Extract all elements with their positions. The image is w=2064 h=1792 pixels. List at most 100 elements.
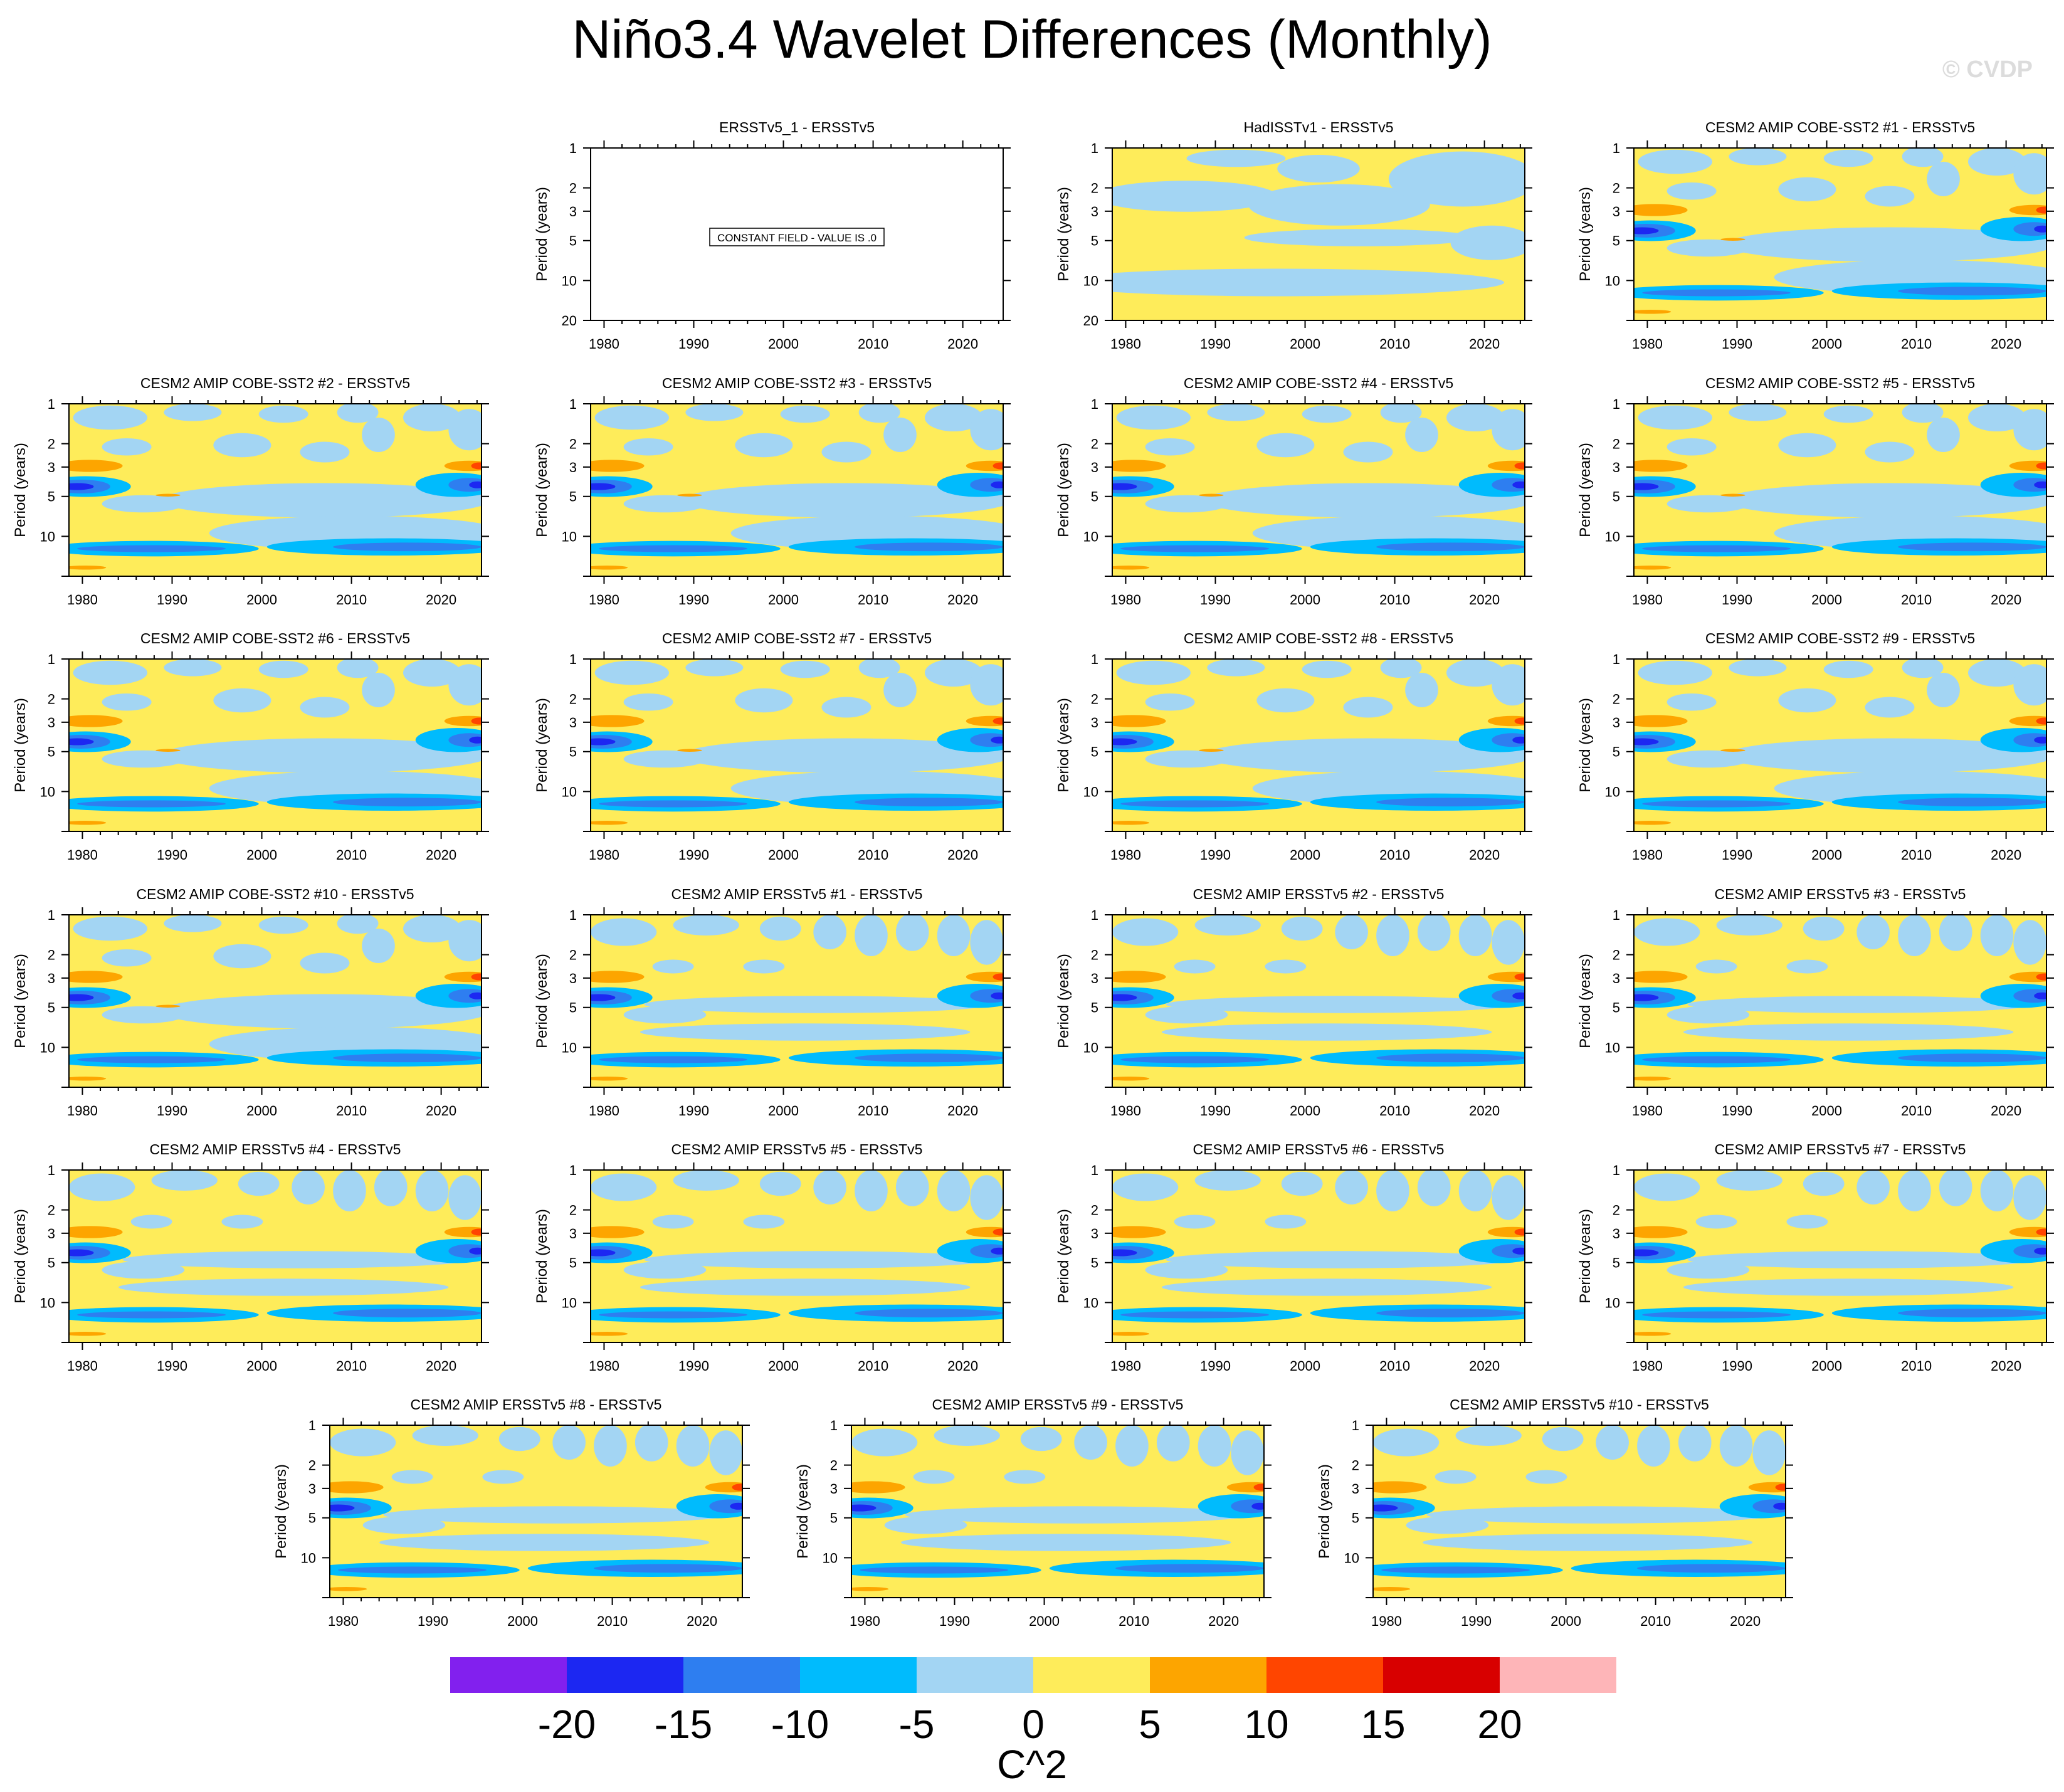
x-tick-label: 1980 — [1110, 336, 1141, 352]
x-tick-label: 2020 — [1991, 336, 2021, 352]
x-tick-label: 2020 — [1469, 336, 1500, 352]
negative-region — [858, 659, 900, 678]
positive-region — [993, 1228, 1003, 1236]
negative-region — [1634, 1173, 1700, 1201]
negative-region — [1724, 227, 2046, 262]
wavelet-field — [1112, 1170, 1525, 1342]
negative-region — [1203, 738, 1525, 773]
x-tick-label: 1990 — [1200, 592, 1231, 608]
negative-region — [900, 1534, 1231, 1551]
colorbar-label: -10 — [771, 1702, 829, 1747]
y-tick-label: 2 — [569, 1203, 577, 1218]
y-axis-label: Period (years) — [1577, 698, 1594, 793]
negative-region — [1376, 1053, 1525, 1063]
x-tick-label: 2020 — [947, 847, 978, 863]
negative-region — [924, 404, 983, 431]
y-tick-label: 5 — [1613, 489, 1620, 505]
negative-region — [821, 441, 871, 463]
panel-title: HadISSTv1 - ERSSTv5 — [1243, 119, 1393, 135]
y-axis-label: Period (years) — [12, 954, 29, 1048]
negative-region — [448, 1175, 482, 1220]
plot-frame — [329, 1425, 743, 1598]
x-tick-label: 1990 — [418, 1613, 448, 1629]
panel-title: CESM2 AMIP ERSSTv5 #6 - ERSSTv5 — [1193, 1141, 1445, 1157]
y-tick-label: 3 — [569, 971, 577, 986]
negative-region — [69, 738, 94, 746]
negative-region — [1074, 1425, 1107, 1460]
panel-title: CESM2 AMIP COBE-SST2 #10 - ERSSTv5 — [136, 886, 414, 902]
y-tick-label: 1 — [1613, 140, 1620, 156]
negative-region — [883, 673, 917, 707]
negative-region — [1388, 151, 1525, 207]
negative-region — [2013, 1175, 2046, 1220]
positive-region — [1199, 493, 1224, 497]
positive-region — [677, 749, 702, 752]
colorbar-label: 0 — [1022, 1702, 1045, 1747]
negative-region — [118, 1278, 449, 1296]
negative-region — [2013, 222, 2046, 236]
x-tick-label: 2010 — [336, 1103, 367, 1119]
y-tick-label: 5 — [1613, 1255, 1620, 1271]
positive-region — [69, 971, 123, 983]
negative-region — [1166, 1251, 1513, 1268]
wavelet-field — [1634, 659, 2046, 831]
negative-region — [1145, 1261, 1228, 1279]
y-tick-label: 10 — [1083, 784, 1098, 799]
y-tick-label: 10 — [1083, 1040, 1098, 1055]
x-tick-label: 2000 — [1811, 336, 1842, 352]
negative-region — [934, 1425, 1000, 1446]
y-tick-label: 10 — [562, 273, 577, 288]
negative-region — [1823, 660, 1873, 678]
y-tick-label: 3 — [1091, 715, 1098, 730]
plot-frame — [1372, 1425, 1786, 1598]
colorbar: -20 -15 -10 -5 0 5 10 15 20 C^2 — [450, 1657, 1616, 1787]
x-tick-label: 1990 — [1722, 336, 1752, 352]
wavelet-panel: CESM2 AMIP COBE-SST2 #4 - ERSSTv5 1 2 3 5 10 P… — [1055, 375, 1532, 608]
x-tick-label: 2020 — [947, 1103, 978, 1119]
wavelet-panel: CESM2 AMIP COBE-SST2 #10 - ERSSTv5 1 2 3 5 10… — [12, 886, 489, 1119]
positive-region — [1634, 715, 1688, 727]
y-tick-label: 5 — [308, 1510, 316, 1526]
negative-region — [913, 1470, 955, 1484]
y-tick-label: 2 — [48, 436, 55, 452]
negative-region — [1980, 1170, 2014, 1211]
wavelet-panel: CESM2 AMIP ERSSTv5 #6 - ERSSTv5 1 2 3 5 10 Per… — [1055, 1141, 1532, 1374]
negative-region — [991, 481, 1003, 488]
negative-region — [735, 688, 793, 713]
negative-region — [2013, 989, 2046, 1003]
negative-region — [1145, 1006, 1228, 1024]
negative-region — [469, 481, 482, 488]
positive-region — [1720, 749, 1745, 752]
x-tick-label: 1990 — [1722, 1103, 1752, 1119]
y-tick-label: 2 — [308, 1458, 316, 1473]
negative-region — [591, 994, 616, 1001]
x-tick-label: 1990 — [1200, 847, 1231, 863]
negative-region — [1256, 433, 1315, 458]
negative-region — [73, 660, 148, 685]
positive-region — [471, 1228, 482, 1236]
positive-region — [2009, 1226, 2046, 1238]
y-tick-label: 3 — [569, 715, 577, 730]
negative-region — [2034, 225, 2046, 233]
negative-region — [1406, 1516, 1489, 1534]
x-tick-label: 2000 — [1811, 1103, 1842, 1119]
colorbar-label: 5 — [1139, 1702, 1161, 1747]
positive-region — [1634, 1331, 1672, 1336]
positive-region — [1748, 1482, 1786, 1493]
wavelet-field — [1112, 915, 1525, 1087]
negative-region — [258, 405, 308, 423]
negative-region — [552, 1425, 586, 1460]
negative-region — [594, 1564, 742, 1573]
y-axis-label: Period (years) — [12, 698, 29, 793]
x-tick-label: 1990 — [1722, 592, 1752, 608]
negative-region — [1778, 433, 1836, 458]
plot-frame — [1112, 403, 1525, 577]
positive-region — [2009, 204, 2046, 216]
negative-region — [1203, 483, 1525, 518]
positive-region — [69, 460, 123, 472]
panel-title: CESM2 AMIP COBE-SST2 #8 - ERSSTv5 — [1184, 630, 1453, 646]
negative-region — [1381, 1566, 1530, 1574]
x-tick-label: 2010 — [1901, 1358, 1932, 1374]
x-tick-label: 1980 — [1371, 1613, 1402, 1629]
y-axis-label: Period (years) — [534, 954, 550, 1048]
